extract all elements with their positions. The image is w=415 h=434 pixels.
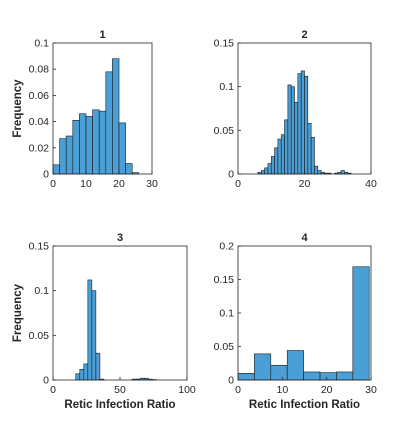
histogram-bar [79,113,87,175]
histogram-bar [72,119,80,175]
y-tick-label: 0.15 [29,241,50,253]
histogram-bar [98,110,107,175]
y-tick-label: 0.05 [214,125,235,137]
histogram-bar [304,75,309,175]
histogram-bar [65,135,74,175]
histogram-bar [310,137,315,175]
histogram-bar [75,373,81,381]
x-tick-label: 30 [365,384,377,396]
x-tick-label: 20 [321,384,333,396]
x-axis-label: Retic Infection Ratio [64,399,175,411]
histogram-bar [125,163,133,175]
subplot-1: 0 10 20 30 0 0.02 0.04 0.06 0.08 0.1 1 Frequency [12,29,158,190]
histogram-bar [303,371,321,381]
histogram-bar [92,109,100,175]
y-tick-label: 0 [43,169,49,181]
histogram-bar [336,371,354,381]
histogram-bar [85,116,93,175]
histogram-bar [300,70,305,175]
subplot-title: 4 [301,232,308,244]
histogram-bar [286,350,304,381]
histogram-bar [340,170,345,175]
histogram-bar [105,71,113,175]
histogram-bar [87,279,93,381]
y-tick-label: 0.04 [29,116,50,128]
x-tick-label: 10 [276,384,288,396]
histogram-bar [319,372,337,381]
x-axis-label: Retic Infection Ratio [249,399,360,411]
histogram-bar [294,102,299,175]
y-axis-label: Frequency [12,79,24,138]
y-tick-label: 0.05 [214,341,235,353]
subplot-title: 2 [301,29,307,41]
histogram-bar [352,266,370,381]
x-tick-label: 20 [113,178,125,190]
histogram-bar [307,123,312,175]
x-tick-label: 0 [235,178,241,190]
histogram-bar [270,364,288,381]
histogram-bar [297,73,302,175]
x-tick-label: 0 [50,384,56,396]
histogram-bar [260,170,265,175]
y-tick-label: 0 [228,375,234,387]
y-tick-label: 0.08 [29,64,50,76]
histogram-bar [91,290,97,381]
y-axis-label: Frequency [12,283,24,342]
histogram-bar [287,84,292,175]
histogram-bar [267,163,272,175]
y-tick-label: 0.02 [29,142,50,154]
axes-box [52,42,153,175]
y-tick-label: 0.06 [29,90,50,102]
histogram-bar [280,134,285,175]
x-tick-label: 30 [146,178,158,190]
histogram-bar [118,122,126,175]
y-tick-label: 0.2 [219,241,234,253]
histogram-bar [237,372,255,381]
histogram-bar [317,170,322,175]
histogram-bar [59,138,67,175]
histogram-bar [264,167,269,175]
histogram-bar [290,86,295,175]
histogram-bar [95,352,101,381]
y-tick-label: 0.1 [219,81,234,93]
histogram-bar [277,138,282,175]
x-tick-label: 100 [178,384,196,396]
x-tick-label: 0 [235,384,241,396]
histogram-bar [79,368,85,381]
histogram-bar [314,165,319,175]
y-tick-label: 0 [43,375,49,387]
subplot-3: 0 50 100 0 0.05 0.1 0.15 3 Retic Infection Ratio… [12,232,196,411]
y-tick-label: 0.15 [214,38,235,50]
subplot-2: 0 20 40 0 0.05 0.1 0.15 2 [214,29,377,190]
y-tick-label: 0.1 [34,38,49,50]
histogram-bar [254,353,272,381]
y-tick-label: 0.15 [214,274,235,286]
histogram-bar [284,119,289,175]
axes-box [52,245,188,381]
subplot-title: 1 [99,29,105,41]
subplot-title: 3 [117,232,123,244]
x-tick-label: 50 [114,384,126,396]
subplot-4: 0 10 20 30 0 0.05 0.1 0.15 0.2 4 Retic Infection R… [214,232,377,411]
y-tick-label: 0.1 [34,285,49,297]
histogram-bar [112,58,120,175]
histogram-bar [52,164,60,175]
x-tick-label: 40 [365,178,377,190]
y-tick-label: 0.05 [29,330,50,342]
x-tick-label: 20 [299,178,311,190]
histogram-bar [274,147,279,175]
y-tick-label: 0 [228,169,234,181]
x-tick-label: 10 [80,178,92,190]
y-tick-label: 0.1 [219,308,234,320]
x-tick-label: 0 [50,178,56,190]
histogram-bar [270,156,275,175]
histogram-bar [83,363,89,381]
